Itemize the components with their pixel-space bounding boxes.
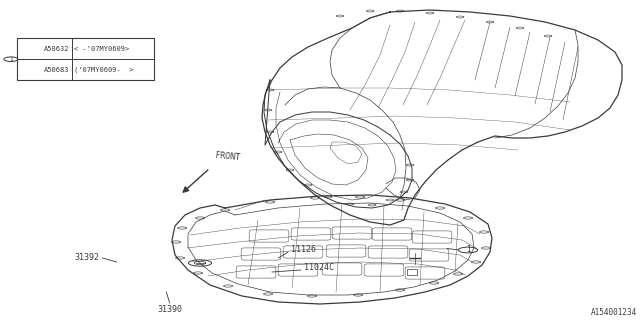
Bar — [17, 38, 154, 80]
Text: A154001234: A154001234 — [591, 308, 637, 317]
Text: 31390: 31390 — [157, 305, 182, 314]
Text: A50632: A50632 — [44, 46, 70, 52]
Text: ('07MY0609-  >: ('07MY0609- > — [74, 66, 134, 73]
Text: < -'07MY0609>: < -'07MY0609> — [74, 46, 129, 52]
Text: 1: 1 — [9, 57, 13, 62]
Text: 31392: 31392 — [74, 253, 99, 262]
Text: A50683: A50683 — [44, 67, 70, 73]
Text: 1: 1 — [466, 245, 470, 254]
Text: 11024C: 11024C — [304, 263, 334, 273]
Text: FRONT: FRONT — [215, 151, 241, 162]
Bar — [407, 269, 417, 275]
Text: 11126: 11126 — [291, 245, 316, 254]
